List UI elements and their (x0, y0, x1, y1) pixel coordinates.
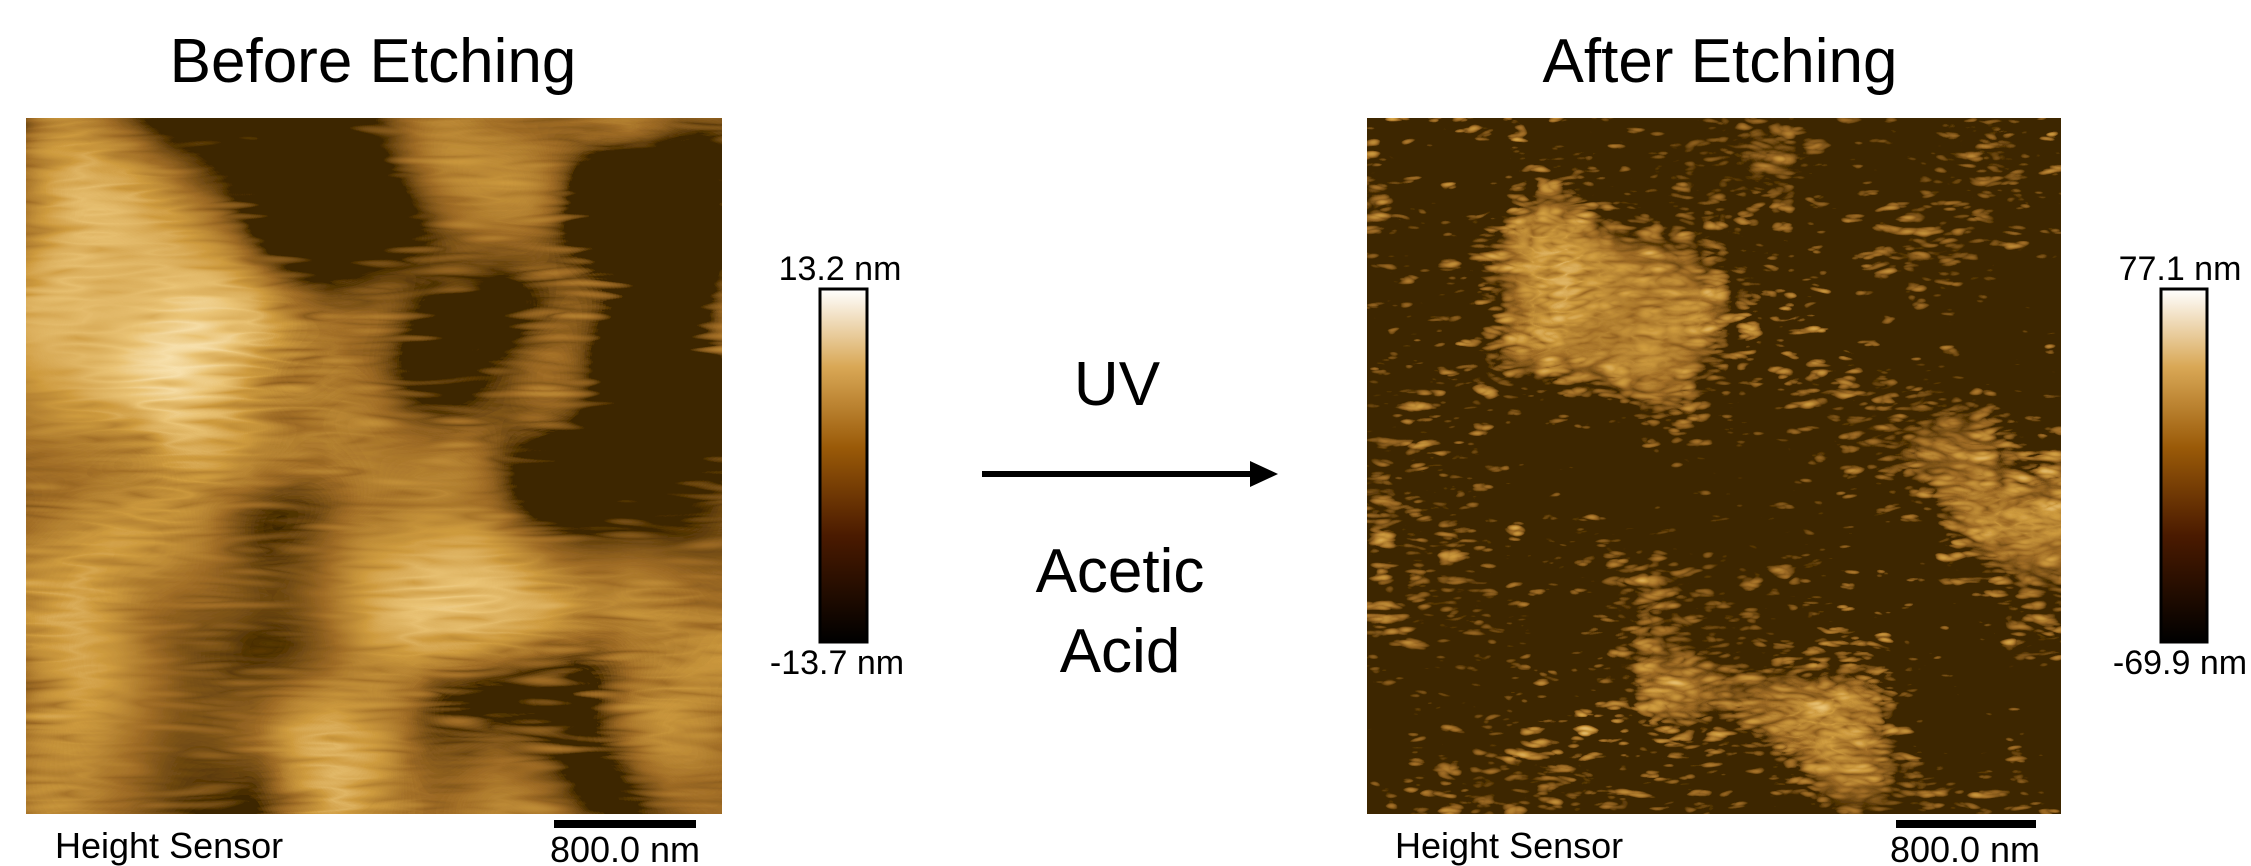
arrow-head (1250, 461, 1278, 487)
scale-bar (554, 820, 696, 828)
scale-bar-label: 800.0 nm (1890, 829, 2040, 866)
process-bottom: Acetic Acid (990, 532, 1250, 692)
colorbar-max: 13.2 nm (779, 250, 902, 288)
afm-image (1367, 118, 2061, 814)
figure: Before Etching 13.2 nm -13.7 nm Height S… (0, 0, 2251, 866)
colorbar (2161, 289, 2207, 642)
colorbar-min: -13.7 nm (770, 644, 904, 682)
channel-label: Height Sensor (55, 825, 283, 866)
process-top: UV (1074, 350, 1161, 419)
panel-title: After Etching (1543, 27, 1898, 96)
colorbar-max: 77.1 nm (2119, 250, 2242, 288)
colorbar-min: -69.9 nm (2113, 644, 2247, 682)
scale-bar (1896, 820, 2036, 828)
colorbar (820, 289, 867, 642)
channel-label: Height Sensor (1395, 825, 1623, 866)
afm-image (26, 118, 722, 814)
page: {"panels": [ {"title": "Before Etching",… (0, 0, 2251, 866)
panel-title: Before Etching (170, 27, 577, 96)
scale-bar-label: 800.0 nm (550, 829, 700, 866)
